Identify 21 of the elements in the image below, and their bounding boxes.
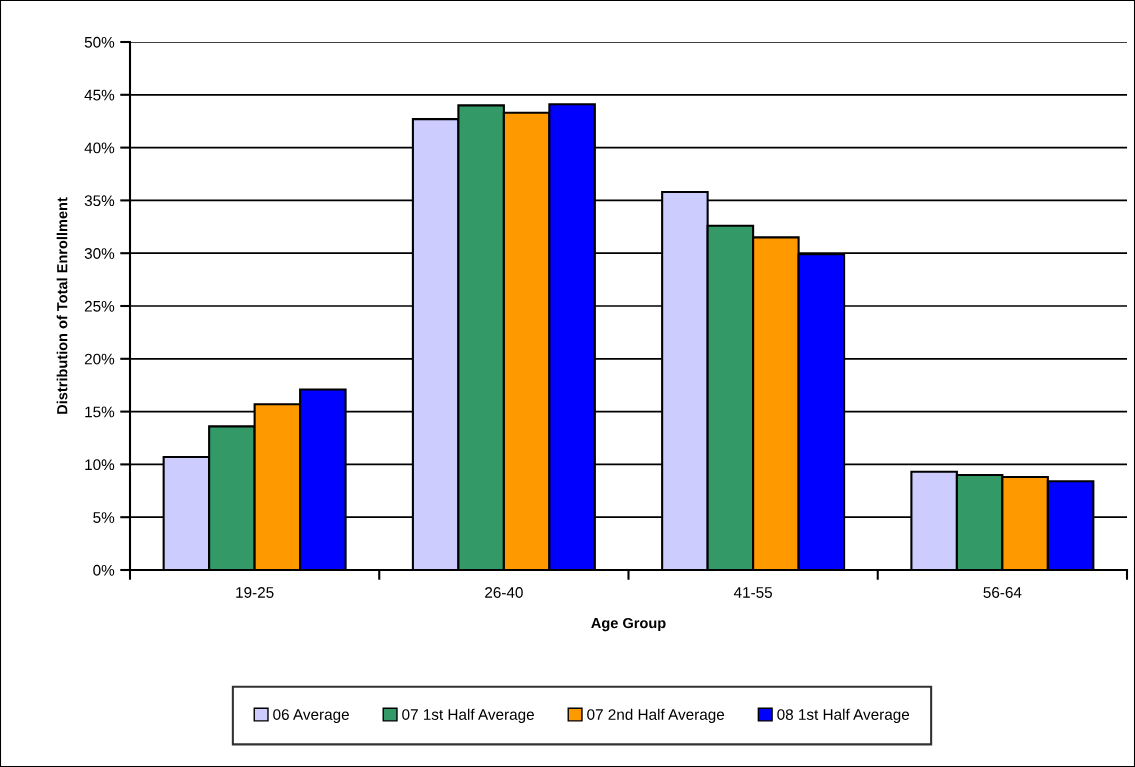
y-tick-label: 10% <box>85 459 115 471</box>
y-tick-label: 15% <box>85 406 115 418</box>
y-tick-label: 20% <box>84 353 115 365</box>
y-tick-label: 50% <box>84 36 115 48</box>
y-tick-label: 35% <box>84 195 115 207</box>
x-tick-label: 19-25 <box>236 587 274 598</box>
legend-label: 07 2nd Half Average <box>587 708 725 723</box>
legend-label: 06 Average <box>273 709 349 723</box>
legend-label: 07 1st Half Average <box>402 708 534 723</box>
legend-label: 08 1st Half Average <box>777 708 910 723</box>
y-tick-label: 30% <box>84 248 115 259</box>
y-tick-label: 0% <box>93 564 115 576</box>
y-axis-title: Distribution of Total Enrollment <box>56 197 68 414</box>
y-tick-label: 5% <box>93 512 115 523</box>
x-tick-label: 56-64 <box>983 587 1022 598</box>
x-tick-label: 41-55 <box>733 587 773 598</box>
y-tick-label: 45% <box>84 89 115 101</box>
y-tick-label: 40% <box>84 142 115 154</box>
x-axis-title: Age Group <box>591 617 666 632</box>
x-tick-label: 26-40 <box>485 587 523 598</box>
y-tick-label: 25% <box>84 300 115 312</box>
